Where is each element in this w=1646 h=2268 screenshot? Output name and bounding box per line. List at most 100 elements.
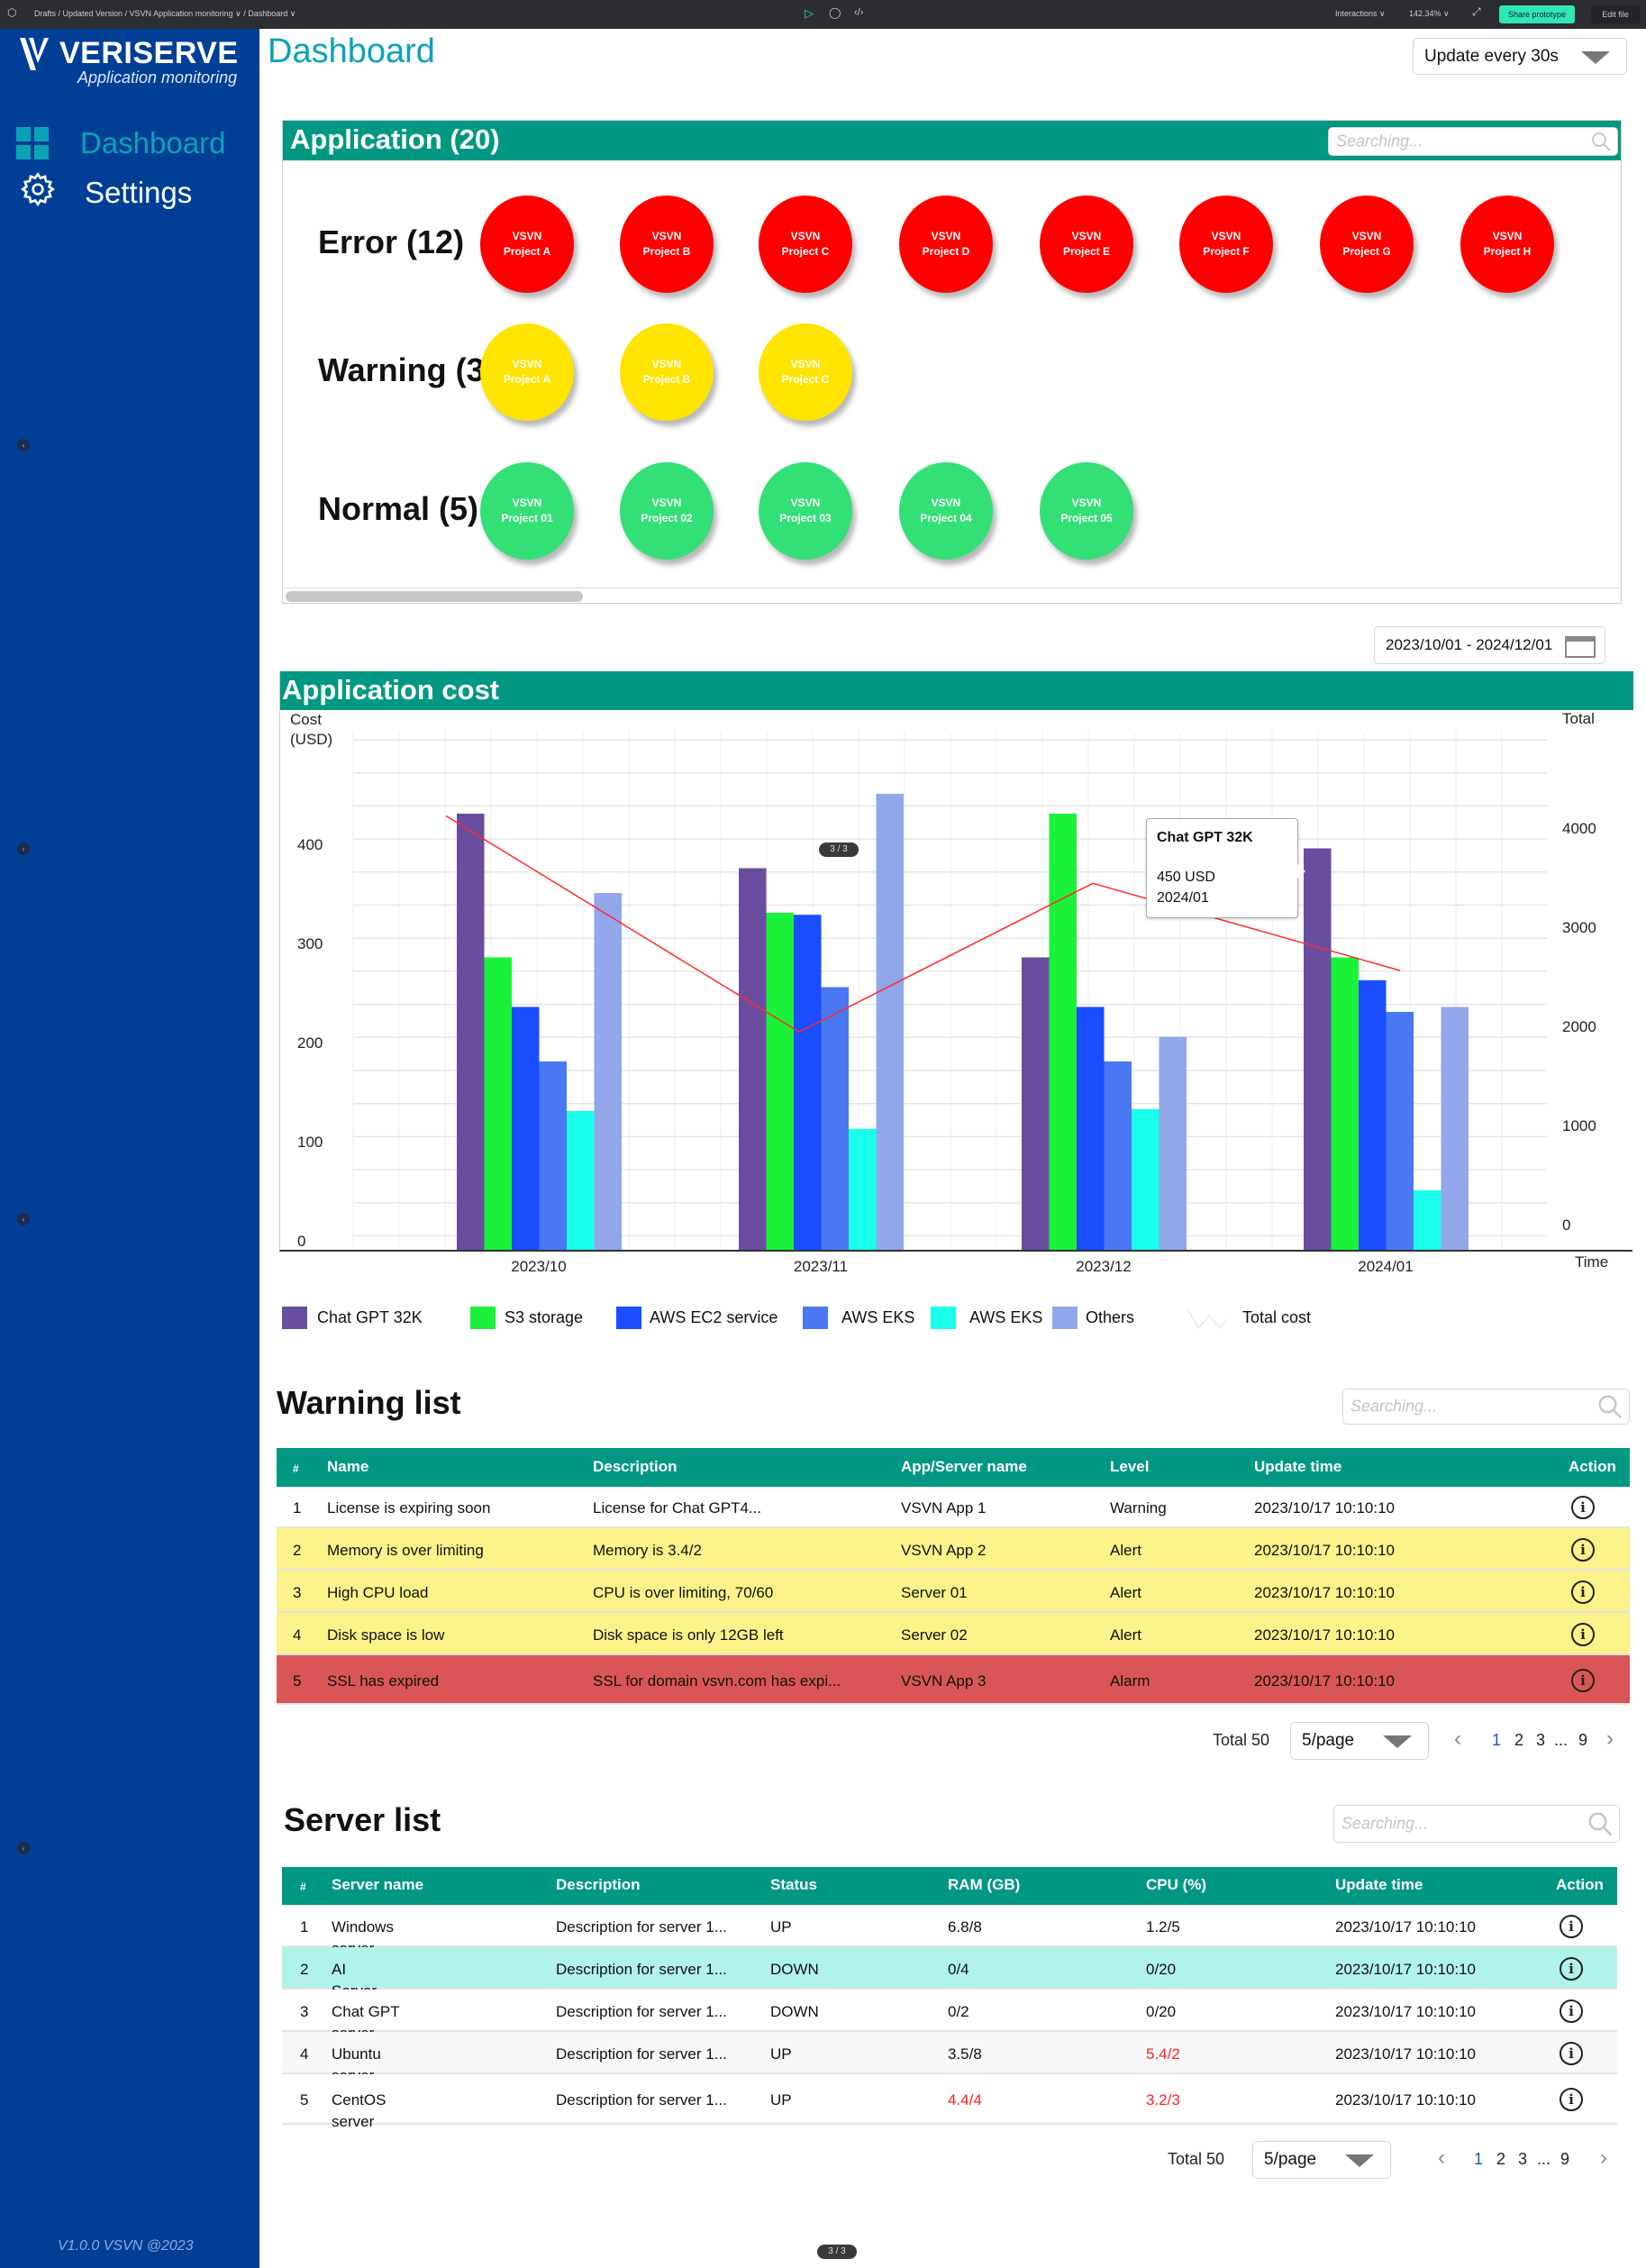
table-row[interactable]: 4 Disk space is low Disk space is only 12G…	[277, 1613, 1630, 1655]
table-row[interactable]: 5 CentOS server Description for server 1...…	[282, 2074, 1617, 2130]
page-button[interactable]: 2	[1514, 1731, 1524, 1749]
table-row[interactable]: 3 High CPU load CPU is over limiting, 70/6…	[277, 1571, 1630, 1613]
table-row[interactable]: 1WindowsserverDescription for server 1..…	[282, 1905, 1617, 1957]
prev-page-button[interactable]: ‹	[1438, 2145, 1445, 2170]
column-header[interactable]: Level	[1110, 1457, 1150, 1475]
legend-item[interactable]: S3 storage	[470, 1307, 649, 1332]
legend-swatch	[282, 1307, 307, 1329]
column-header[interactable]: CPU (%)	[1146, 1876, 1207, 1893]
info-icon[interactable]: i	[1560, 1956, 1583, 1981]
page-button[interactable]: 1	[1492, 1731, 1502, 1749]
page-button[interactable]: 9	[1560, 2150, 1570, 2168]
next-page-button[interactable]: ›	[1600, 2145, 1607, 2170]
info-icon[interactable]: i	[1571, 1622, 1595, 1646]
column-header[interactable]: Update time	[1335, 1876, 1423, 1893]
app-menu-icon[interactable]: ⬡	[7, 6, 17, 19]
page-button[interactable]: 1	[1474, 2150, 1484, 2168]
warning-search-input[interactable]: Searching...	[1342, 1389, 1630, 1425]
project-status-circle[interactable]: VSVN Project A	[480, 196, 574, 293]
date-range-picker[interactable]: 2023/10/01 - 2024/12/01	[1374, 626, 1605, 664]
expand-icon[interactable]: ⤢	[1472, 5, 1481, 18]
project-status-circle[interactable]: VSVN Project B	[620, 323, 714, 421]
page-size-dropdown[interactable]: 5/page	[1252, 2141, 1391, 2179]
column-header[interactable]: Server name	[332, 1876, 424, 1893]
column-header[interactable]: #	[293, 1462, 299, 1475]
share-prototype-button[interactable]: Share prototype	[1499, 5, 1575, 23]
legend-item[interactable]: Total cost	[1186, 1307, 1330, 1332]
project-status-circle[interactable]: VSVN Project 05	[1040, 462, 1133, 560]
legend-item[interactable]: AWS EKS	[803, 1307, 986, 1332]
warning-list-title: Warning list	[277, 1384, 461, 1421]
code-icon[interactable]: ‹/›	[854, 7, 864, 18]
table-row[interactable]: 2 Memory is over limiting Memory is 3.4/2 V…	[277, 1528, 1630, 1571]
page-indicator-badge: 3 / 3	[819, 843, 859, 857]
project-status-circle[interactable]: VSVN Project A	[480, 323, 574, 421]
column-header[interactable]: Description	[593, 1457, 677, 1475]
page-button[interactable]: 2	[1496, 2150, 1506, 2168]
project-status-circle[interactable]: VSVN Project H	[1460, 196, 1554, 293]
info-icon[interactable]: i	[1560, 1914, 1583, 1938]
table-cell: Alert	[1110, 1583, 1141, 1601]
column-header[interactable]: App/Server name	[901, 1457, 1027, 1475]
interactions-menu[interactable]: Interactions ∨	[1335, 9, 1386, 18]
project-status-circle[interactable]: VSVN Project G	[1320, 196, 1414, 293]
project-status-circle[interactable]: VSVN Project C	[759, 323, 852, 421]
collapse-icon[interactable]: ‹	[17, 1213, 30, 1225]
refresh-interval-dropdown[interactable]: Update every 30s	[1413, 38, 1627, 75]
table-row[interactable]: 1 License is expiring soon License for Cha…	[277, 1487, 1630, 1528]
info-icon[interactable]: i	[1560, 2041, 1583, 2065]
legend-swatch	[470, 1307, 496, 1329]
project-status-circle[interactable]: VSVN Project D	[899, 196, 993, 293]
table-row[interactable]: 5 SSL has expired SSL for domain vsvn.com …	[277, 1655, 1630, 1705]
page-button[interactable]: ...	[1537, 2150, 1551, 2168]
page-button[interactable]: 3	[1518, 2150, 1528, 2168]
application-search-input[interactable]: Searching...	[1328, 127, 1618, 156]
prev-page-button[interactable]: ‹	[1454, 1726, 1461, 1751]
info-icon[interactable]: i	[1560, 1999, 1583, 2023]
page-button[interactable]: ...	[1554, 1731, 1569, 1749]
column-header[interactable]: Update time	[1254, 1457, 1342, 1475]
info-icon[interactable]: i	[1571, 1580, 1595, 1604]
collapse-icon[interactable]: ‹	[17, 439, 30, 451]
comment-icon[interactable]: ◯	[829, 6, 841, 19]
collapse-icon[interactable]: ‹	[17, 843, 30, 855]
info-icon[interactable]: i	[1571, 1668, 1595, 1692]
next-page-button[interactable]: ›	[1606, 1726, 1614, 1751]
legend-item[interactable]: Others	[1052, 1307, 1230, 1332]
legend-item[interactable]: Chat GPT 32K	[282, 1307, 461, 1332]
project-status-circle[interactable]: VSVN Project E	[1040, 196, 1133, 293]
legend-item[interactable]: AWS EC2 service	[616, 1307, 794, 1332]
project-status-circle[interactable]: VSVN Project 04	[899, 462, 993, 560]
project-status-circle[interactable]: VSVN Project 01	[480, 462, 574, 560]
edit-file-button[interactable]: Edit file	[1591, 5, 1640, 23]
table-row[interactable]: 4UbuntuserverDescription for server 1...…	[282, 2032, 1617, 2084]
column-header[interactable]: Name	[327, 1457, 369, 1475]
info-icon[interactable]: i	[1560, 2088, 1583, 2111]
horizontal-scrollbar[interactable]	[285, 587, 1619, 602]
column-header[interactable]: Description	[556, 1876, 641, 1893]
column-header[interactable]: Status	[770, 1876, 817, 1893]
project-status-circle[interactable]: VSVN Project 03	[759, 462, 852, 560]
page-button[interactable]: 9	[1578, 1731, 1588, 1749]
table-row[interactable]: 2AIServerDescription for server 1...DOWN…	[282, 1947, 1617, 1999]
project-status-circle[interactable]: VSVN Project 02	[620, 462, 714, 560]
project-status-circle[interactable]: VSVN Project B	[620, 196, 714, 293]
zoom-menu[interactable]: 142.34% ∨	[1409, 9, 1450, 18]
column-header[interactable]: RAM (GB)	[948, 1876, 1021, 1893]
project-status-circle[interactable]: VSVN Project F	[1179, 196, 1273, 293]
info-icon[interactable]: i	[1571, 1537, 1595, 1562]
scrollbar-thumb[interactable]	[286, 591, 583, 602]
server-search-input[interactable]: Searching...	[1333, 1805, 1620, 1843]
project-status-circle[interactable]: VSVN Project C	[759, 196, 852, 293]
info-icon[interactable]: i	[1571, 1496, 1595, 1519]
collapse-icon[interactable]: ‹	[17, 1842, 30, 1854]
column-header[interactable]: #	[300, 1881, 306, 1893]
page-size-dropdown[interactable]: 5/page	[1290, 1722, 1429, 1760]
legend-item[interactable]: AWS EKS	[931, 1307, 1114, 1332]
play-icon[interactable]: ▷	[805, 6, 814, 20]
sidebar-item-settings[interactable]: Settings	[20, 171, 192, 214]
page-button[interactable]: 3	[1536, 1731, 1546, 1749]
sidebar-item-dashboard[interactable]: Dashboard	[16, 126, 225, 160]
breadcrumb[interactable]: Drafts / Updated Version / VSVN Applicat…	[34, 9, 296, 18]
